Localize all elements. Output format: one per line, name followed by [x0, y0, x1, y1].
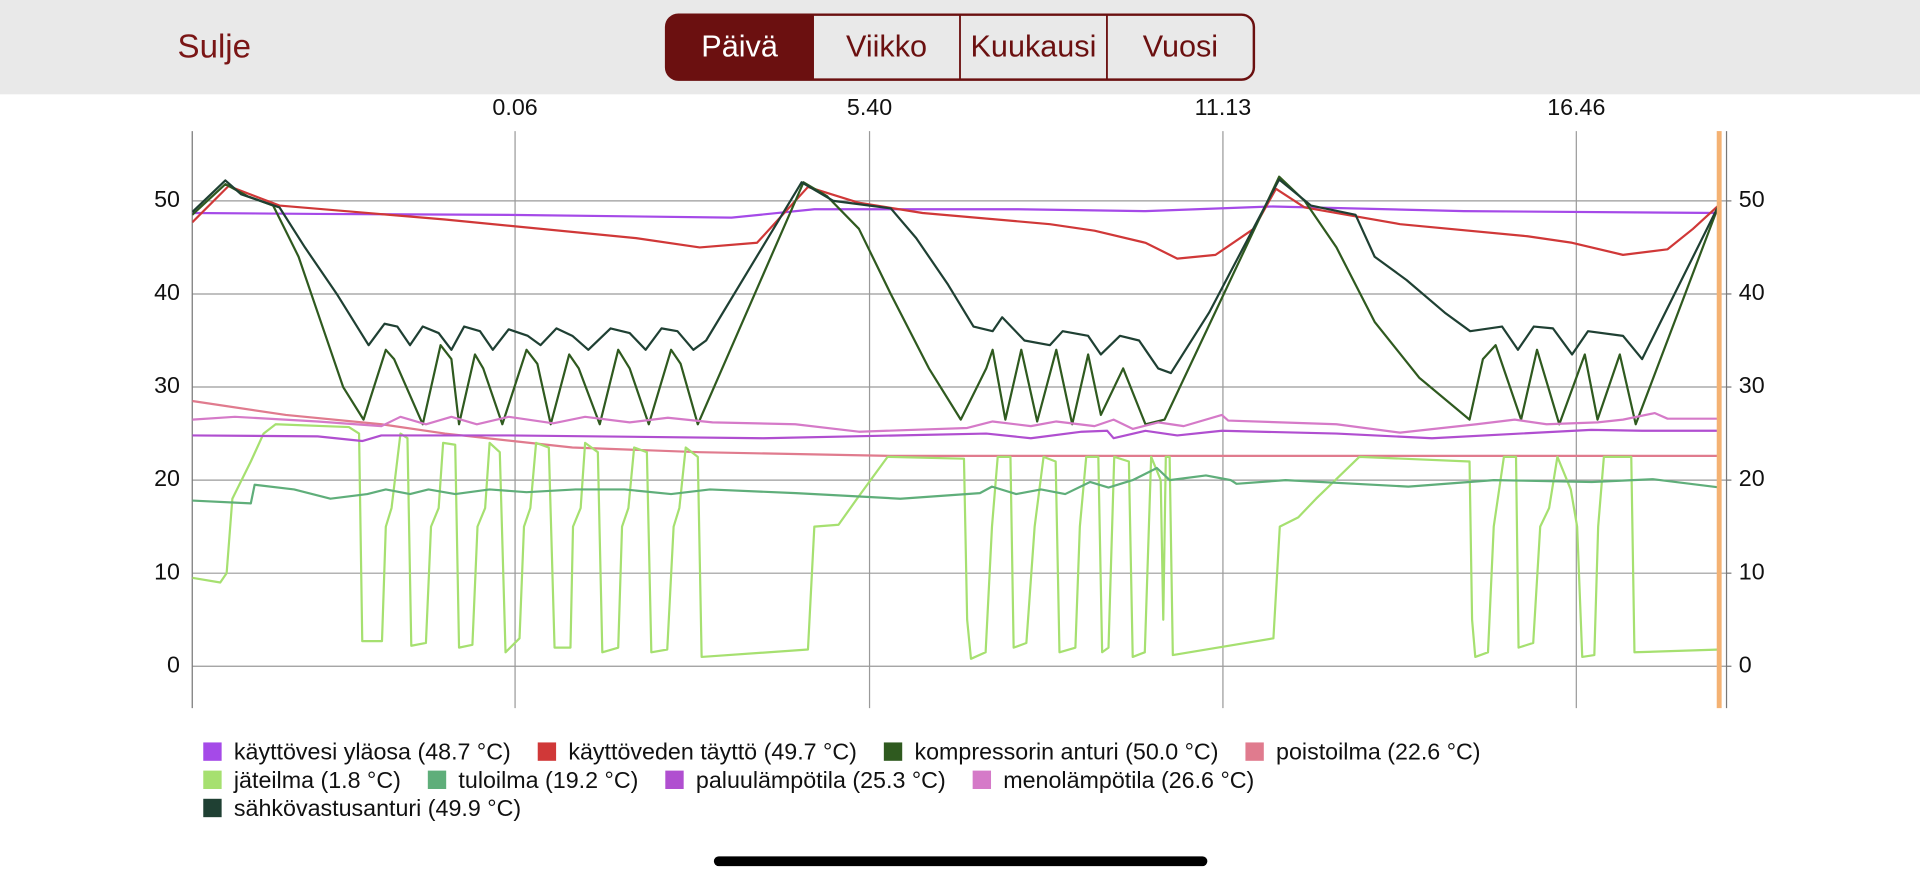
home-indicator: [713, 856, 1208, 867]
legend-swatch: [203, 770, 222, 789]
legend-swatch: [203, 742, 222, 761]
y2-tick-label: 0: [1739, 651, 1752, 677]
legend-item: käyttövesi yläosa (48.7 °C): [203, 739, 511, 765]
y2-tick-label: 50: [1739, 186, 1765, 212]
legend-item: menolämpötila (26.6 °C): [972, 767, 1254, 793]
tab[interactable]: Vuosi: [1143, 29, 1218, 63]
series-line: [192, 175, 1722, 426]
tab[interactable]: Viikko: [846, 29, 927, 63]
y-tick-label: 0: [167, 651, 180, 677]
x-tick-label: 0.06: [492, 94, 537, 120]
series-line: [192, 399, 1721, 458]
legend-swatch: [427, 770, 447, 789]
grid: 0 10 20 30 40 50 0 10 20 30 40 50 0.06 5.40 11.13 16.46: [154, 94, 1765, 709]
y2-tick-label: 40: [1739, 279, 1765, 305]
period-selector: Päivä Viikko Kuukausi Vuosi: [664, 13, 1256, 81]
legend-item: tuloilma (19.2 °C): [427, 767, 638, 793]
y-tick-label: 40: [154, 279, 180, 305]
y-tick-label: 20: [154, 465, 180, 491]
series-line: [192, 411, 1721, 434]
y2-tick-label: 30: [1739, 372, 1765, 398]
tab[interactable]: Päivä: [701, 29, 779, 63]
y-tick-label: 10: [154, 558, 180, 584]
x-tick-label: 5.40: [847, 94, 892, 120]
series-line: [192, 466, 1721, 505]
legend-swatch: [537, 742, 557, 761]
legend-label: sähkövastusanturi (49.9 °C): [234, 795, 521, 821]
legend-label: käyttöveden täyttö (49.7 °C): [568, 739, 857, 765]
y-tick-label: 30: [154, 372, 180, 398]
legend-label: jäteilma (1.8 °C): [233, 767, 401, 793]
x-tick-label: 16.46: [1547, 94, 1605, 120]
close-button[interactable]: Sulje: [178, 29, 251, 66]
series-line: [192, 423, 1721, 660]
legend-item: käyttöveden täyttö (49.7 °C): [537, 739, 857, 765]
legend-swatch: [203, 798, 222, 818]
legend-label: poistoilma (22.6 °C): [1276, 739, 1481, 765]
series-line: [192, 178, 1722, 375]
current-time-marker: [1716, 131, 1722, 709]
legend-label: käyttövesi yläosa (48.7 °C): [234, 739, 511, 765]
legend-label: paluulämpötila (25.3 °C): [696, 767, 946, 793]
y-tick-label: 50: [154, 186, 180, 212]
y2-tick-label: 10: [1739, 558, 1765, 584]
series-lines: [192, 175, 1722, 660]
legend-item: sähkövastusanturi (49.9 °C): [203, 795, 521, 821]
tab[interactable]: Kuukausi: [971, 29, 1097, 63]
legend-item: paluulämpötila (25.3 °C): [665, 767, 946, 793]
x-tick-label: 11.13: [1195, 94, 1251, 120]
legend-swatch: [883, 742, 903, 761]
legend-swatch: [665, 770, 684, 789]
legend-label: tuloilma (19.2 °C): [458, 767, 638, 793]
series-line: [192, 184, 1722, 260]
legend-label: menolämpötila (26.6 °C): [1003, 767, 1254, 793]
tab-selected-background: [666, 14, 814, 80]
tab-frame: [664, 13, 1256, 81]
series-line: [192, 205, 1721, 219]
legend-item: kompressorin anturi (50.0 °C): [883, 739, 1218, 765]
y2-tick-label: 20: [1739, 465, 1765, 491]
legend: käyttövesi yläosa (48.7 °C) käyttöveden t…: [203, 739, 1481, 821]
legend-item: poistoilma (22.6 °C): [1245, 739, 1481, 765]
series-line: [192, 428, 1721, 443]
legend-swatch: [1245, 742, 1264, 761]
legend-label: kompressorin anturi (50.0 °C): [914, 739, 1218, 765]
legend-item: jäteilma (1.8 °C): [203, 767, 401, 793]
legend-swatch: [972, 770, 992, 789]
